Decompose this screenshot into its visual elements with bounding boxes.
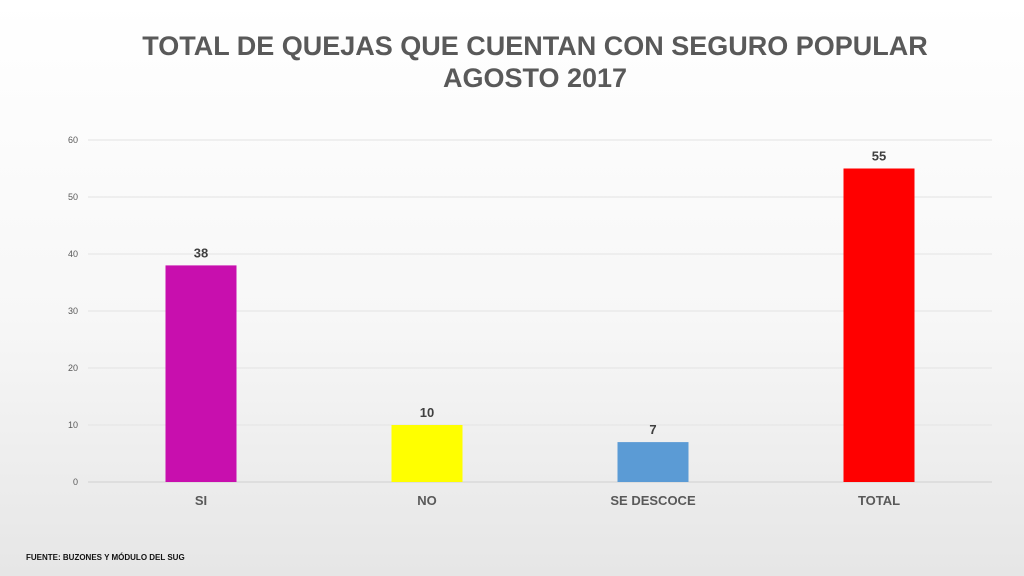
y-tick-label-50: 50	[68, 192, 78, 202]
bar-si	[165, 265, 237, 482]
y-tick-label-0: 0	[73, 477, 78, 487]
chart-subtitle: AGOSTO 2017	[442, 63, 628, 93]
bar-total	[843, 168, 915, 482]
x-category-label-total: TOTAL	[858, 493, 900, 508]
data-label-se-descoce: 7	[649, 422, 656, 437]
chart-title-line1: TOTAL DE QUEJAS QUE CUENTAN CON SEGURO P…	[142, 31, 928, 61]
x-category-label-no: NO	[417, 493, 437, 508]
x-category-label-si: SI	[195, 493, 207, 508]
y-tick-label-20: 20	[68, 363, 78, 373]
y-tick-label-10: 10	[68, 420, 78, 430]
y-tick-label-60: 60	[68, 135, 78, 145]
source-footnote: FUENTE: BUZONES Y MÓDULO DEL SUG	[26, 553, 185, 562]
x-category-label-se-descoce: SE DESCOCE	[610, 493, 696, 508]
bar-no	[391, 425, 463, 482]
data-label-no: 10	[420, 405, 434, 420]
y-tick-label-30: 30	[68, 306, 78, 316]
chart-title: TOTAL DE QUEJAS QUE CUENTAN CON SEGURO P…	[0, 30, 1024, 94]
data-label-total: 55	[872, 149, 886, 164]
y-tick-label-40: 40	[68, 249, 78, 259]
bar-se-descoce	[617, 442, 689, 482]
data-label-si: 38	[194, 245, 208, 260]
